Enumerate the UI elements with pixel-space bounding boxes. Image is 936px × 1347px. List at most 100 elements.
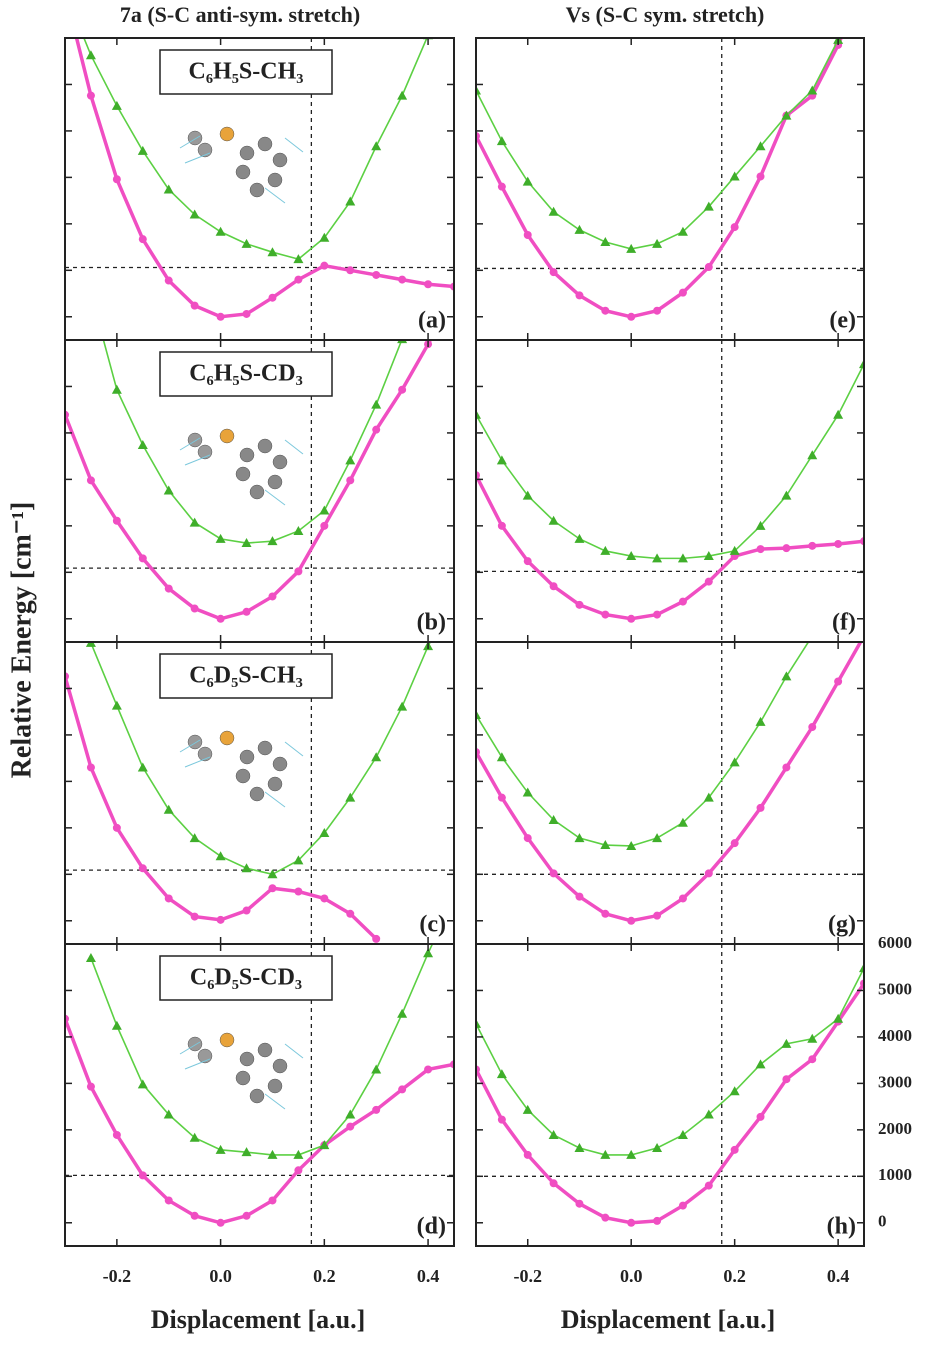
data-point — [319, 232, 330, 242]
y-tick-label: 5000 — [878, 979, 912, 998]
atom — [267, 776, 283, 792]
data-point — [241, 1147, 252, 1157]
atom — [235, 1070, 251, 1086]
data-point — [756, 1112, 765, 1121]
data-point — [833, 409, 844, 419]
data-point — [755, 716, 766, 726]
panel-label: (h) — [827, 1214, 856, 1240]
data-point — [346, 476, 355, 485]
data-point — [86, 476, 95, 485]
data-point — [756, 545, 765, 554]
data-point — [653, 911, 662, 920]
data-point — [756, 803, 765, 812]
data-point — [346, 266, 355, 275]
x-tick-label: 0.0 — [620, 1266, 643, 1286]
atom — [272, 152, 288, 168]
data-point — [267, 536, 278, 546]
data-point — [137, 145, 148, 155]
data-point — [703, 201, 714, 211]
x-tick-label: 0.2 — [723, 1266, 746, 1286]
data-point — [677, 553, 688, 563]
data-point — [600, 840, 611, 850]
vibration-arrow — [284, 1043, 304, 1059]
data-point — [523, 230, 532, 239]
atom — [187, 432, 203, 448]
data-point — [652, 553, 663, 563]
y-tick-label: 6000 — [878, 933, 912, 952]
data-point — [574, 1142, 585, 1152]
data-point — [730, 839, 739, 848]
series-line — [90, 944, 434, 1156]
panel-label: (d) — [417, 1214, 446, 1240]
atom — [219, 730, 235, 746]
data-point — [729, 545, 740, 555]
data-point — [189, 209, 200, 219]
data-point — [268, 884, 277, 893]
data-point — [600, 545, 611, 555]
data-point — [397, 90, 408, 100]
data-point — [190, 1211, 199, 1220]
atom — [267, 474, 283, 490]
data-point — [320, 894, 329, 903]
data-point — [164, 894, 173, 903]
data-point — [703, 1109, 714, 1119]
data-point — [729, 757, 740, 767]
data-point — [215, 851, 226, 861]
data-point — [755, 520, 766, 530]
data-point — [626, 551, 637, 561]
plot-frame — [475, 943, 865, 1247]
series-line — [476, 642, 863, 923]
data-point — [242, 607, 251, 616]
data-point — [293, 525, 304, 535]
data-point — [164, 584, 173, 593]
x-tick-label: -0.2 — [513, 1266, 542, 1286]
data-point — [678, 288, 687, 297]
atom — [257, 438, 273, 454]
x-tick-label: 0.4 — [827, 1266, 850, 1286]
data-point — [575, 1199, 584, 1208]
atom — [235, 164, 251, 180]
vibration-arrow — [264, 489, 286, 506]
y-axis-label: Relative Energy [cm⁻¹] — [6, 502, 37, 779]
atom — [249, 484, 265, 500]
data-point — [397, 340, 408, 344]
series-line — [476, 642, 810, 847]
data-point — [372, 425, 381, 434]
plot-frame — [64, 943, 455, 1247]
atom — [257, 1042, 273, 1058]
vibration-arrow — [184, 454, 211, 466]
data-point — [626, 243, 637, 253]
panel — [65, 944, 454, 1246]
data-point — [575, 291, 584, 300]
molecule-box — [159, 955, 333, 1001]
atom — [235, 466, 251, 482]
data-point — [294, 567, 303, 576]
data-point — [549, 1179, 558, 1188]
data-point — [371, 399, 382, 409]
x-tick-label: 0.0 — [209, 1266, 232, 1286]
data-point — [601, 909, 610, 918]
y-tick-label: 2000 — [878, 1119, 912, 1138]
data-point — [627, 614, 636, 623]
data-point — [216, 614, 225, 623]
data-point — [781, 490, 792, 500]
data-point — [86, 1082, 95, 1091]
data-point — [523, 557, 532, 566]
atom — [187, 1036, 203, 1052]
vibration-arrow — [179, 739, 201, 753]
data-point — [729, 171, 740, 181]
data-point — [267, 1149, 278, 1159]
data-point — [372, 270, 381, 279]
data-point — [215, 226, 226, 236]
data-point — [859, 963, 864, 973]
data-point — [574, 533, 585, 543]
data-point — [677, 226, 688, 236]
data-point — [163, 804, 174, 814]
data-point — [833, 591, 843, 600]
data-point — [496, 136, 507, 146]
data-point — [496, 455, 507, 465]
data-point — [652, 833, 663, 843]
panel-label: (b) — [417, 610, 446, 636]
data-point — [293, 855, 304, 865]
x-tick-label: -0.2 — [103, 1266, 132, 1286]
